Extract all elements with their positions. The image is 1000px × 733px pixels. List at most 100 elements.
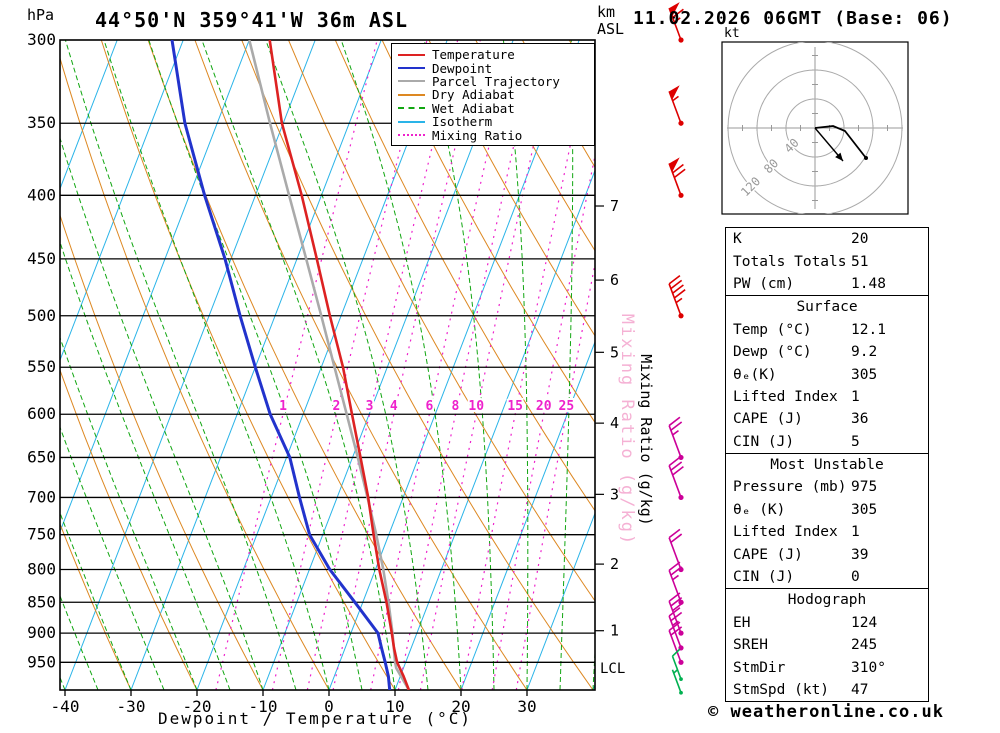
mixing-ratio-line [370,40,514,690]
pressure-grid [60,122,595,663]
stats-value: 47 [851,682,869,698]
isotherm-line [64,40,316,690]
mixing-ratio-value-label: 15 [507,399,523,414]
wind-barb [671,668,683,695]
wind-barb-full-tick [670,533,683,543]
stats-value: 245 [851,637,878,654]
stats-label: CAPE (J) [733,546,803,563]
stats-value: 1.48 [851,275,886,292]
mixing-ratio-line [419,40,558,690]
stats-label: Pressure (mb) [733,479,847,496]
stats-section: Most Unstable Pressure (mb) 975 θₑ (K) 305 Li… [726,452,928,588]
stats-row: K 20 [726,228,928,250]
mixing-ratio-value-label: 1 [279,399,287,414]
wet-adiabat-line [60,511,132,690]
legend-swatch-isotherm [398,120,425,123]
lcl-label: LCL [600,661,625,677]
stats-value: 9.2 [851,344,878,361]
legend-label: Temperature [432,47,515,63]
km-tick-label: 2 [610,555,619,573]
pressure-tick-label: 300 [27,30,56,49]
wind-barb-full-tick [672,284,684,294]
wind-barb-full-tick [673,289,686,299]
stats-section-header: Hodograph [787,592,867,609]
wind-barb [668,157,686,198]
stats-label: θₑ (K) [733,501,786,518]
wind-barb [668,528,684,573]
isotherm-line [60,40,118,191]
stats-label: Lifted Index [733,388,838,405]
stats-row: Dewp (°C) 9.2 [726,341,928,363]
datetime-label: 11.02.2026 06GMT (Base: 06) [633,8,953,29]
wind-barb-half-tick [672,574,679,581]
stats-row: StmDir 310° [726,656,928,678]
legend-swatch-dry-adiabat [398,93,425,96]
pressure-tick-label: 400 [27,185,56,204]
legend-label: Parcel Trajectory [432,73,560,89]
temperature-axis-label: Dewpoint / Temperature (°C) [157,709,473,728]
stats-row: Totals Totals 51 [726,250,928,272]
wind-barb-staff [671,669,682,693]
wind-barb-staff [668,630,682,663]
stats-label: CIN (J) [733,433,795,450]
wind-barb-full-tick [668,528,681,539]
wind-barb-full-tick [673,168,686,179]
wind-barb-staff [668,91,682,124]
stats-value: 20 [851,231,869,248]
km-axis-unit: km ASL [597,4,624,38]
stats-row: StmSpd (kt) 47 [726,679,928,701]
wind-barb-staff [668,570,682,603]
stats-row: θₑ(K) 305 [726,363,928,385]
wind-barb-pennant [669,157,680,172]
hodograph-ring [756,69,874,187]
stats-row: Temp (°C) 12.1 [726,319,928,341]
stats-value: 0 [851,569,860,586]
isotherms [60,40,595,690]
stats-row: EH 124 [726,612,928,634]
pressure-tick-label: 550 [27,357,56,376]
pressure-tick-label: 450 [27,249,56,268]
km-tick-label: 5 [610,343,619,361]
temp-tick-label: 0 [324,697,334,716]
temp-tick-label: -10 [249,697,278,716]
legend-swatch-temperature [398,53,425,56]
stats-label: SREH [733,637,768,654]
stats-label: PW (cm) [733,275,795,292]
hodograph-ring [785,98,845,158]
km-tick-label: 1 [610,622,619,640]
mixing-ratio-value-label: 6 [425,399,433,414]
wind-barb-staff [668,537,682,570]
mixing-ratio-value-label: 10 [468,399,484,414]
stats-section-header: Most Unstable [770,456,884,473]
stats-row: CIN (J) 0 [726,566,928,588]
dry-adiabat-line [428,40,595,337]
wind-barb-full-tick [672,8,684,19]
legend-label: Isotherm [432,114,493,130]
legend-item: Mixing Ratio [398,128,588,143]
wind-barb-half-tick [673,17,681,23]
stats-label: CAPE (J) [733,411,803,428]
wind-barb-full-tick [668,456,681,467]
wind-barb-full-tick [672,466,684,476]
stats-value: 5 [851,433,860,450]
wind-barb-staff [668,465,682,498]
stats-label: Dewp (°C) [733,344,812,361]
wind-barb [668,85,684,126]
wind-barb-full-tick [670,461,683,471]
pressure-tick-label: 500 [27,306,56,325]
legend-item: Dry Adiabat [398,87,588,102]
pressure-tick-label: 650 [27,447,56,466]
pressure-axis-unit: hPa [27,6,55,24]
pressure-tick-label: 700 [27,487,56,506]
mixing-ratio-axis-label: Mixing Ratio (g/kg) [637,354,655,526]
pressure-tick-label: 750 [27,525,56,544]
legend-swatch-parcel-trajectory [398,80,425,83]
pressure-tick-label: 800 [27,560,56,579]
km-tick-label: 7 [610,197,619,215]
plot-border [59,39,596,691]
wet-adiabat-line [201,40,396,690]
km-axis-unit-km: km [597,3,616,21]
stats-row: Pressure (mb) 975 [726,476,928,498]
